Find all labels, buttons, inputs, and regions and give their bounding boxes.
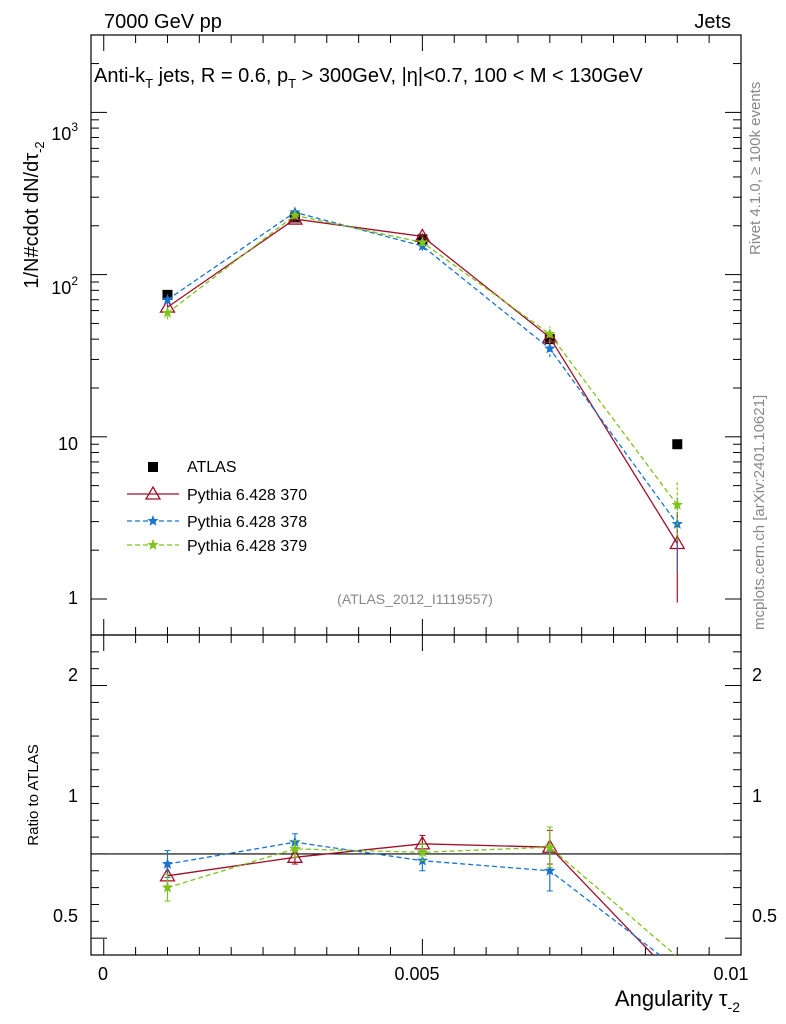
s379-marker	[671, 499, 683, 510]
header-energy-label: 7000 GeV pp	[104, 11, 222, 33]
s379-marker	[416, 846, 429, 858]
legend-label-379: Pythia 6.428 379	[187, 538, 307, 555]
header-jets-label: Jets	[694, 11, 731, 33]
legend-label-atlas: ATLAS	[187, 459, 237, 476]
ratio-y-tick-label-right: 1	[752, 786, 762, 806]
main-y-tick-label: 1	[68, 588, 78, 608]
data-marks	[91, 206, 741, 956]
s378-marker	[161, 858, 174, 869]
x-tick-labels: 0 0.005 0.01	[98, 964, 749, 984]
s379-marker	[544, 328, 556, 339]
s378-marker	[544, 342, 556, 354]
ratio-y-tick-label: 1	[68, 786, 78, 806]
s379-marker	[544, 841, 556, 853]
x-tick-label: 0.005	[394, 964, 439, 984]
main-y-tick-label: 103	[51, 120, 78, 144]
s379-marker	[416, 236, 429, 248]
s378-ratio-line	[167, 841, 661, 956]
x-tick-label: 0.01	[713, 964, 748, 984]
rivet-version-label: Rivet 4.1.0, ≥ 100k events	[747, 82, 764, 255]
s379-marker	[289, 842, 301, 854]
s379-marker	[161, 881, 174, 893]
ratio-y-tick-label: 2	[68, 665, 78, 685]
s370-ratio-line	[167, 843, 654, 956]
ratio-y-tick-label: 0.5	[53, 906, 78, 926]
s370-marker	[144, 485, 162, 500]
plot-title: Anti-kT jets, R = 0.6, pT > 300GeV, |η|<…	[94, 65, 643, 91]
s379-marker	[161, 307, 174, 318]
legend-label-370: Pythia 6.428 370	[187, 487, 307, 504]
ratio-y-tick-label-right: 0.5	[752, 906, 777, 926]
s378-main-line	[167, 211, 678, 525]
s370-marker	[286, 849, 304, 863]
axis-ticks	[91, 34, 742, 956]
s379-marker	[147, 539, 159, 550]
s379-main-line	[167, 214, 678, 506]
legend: ATLAS Pythia 6.428 370 Pythia 6.428 378 …	[127, 459, 307, 555]
atlas-data-marker	[672, 439, 683, 450]
ratio-y-tick-label-right: 2	[752, 665, 762, 685]
x-tick-label: 0	[98, 964, 108, 984]
atlas-data-marker	[148, 462, 158, 472]
ratio-y-tick-labels: 0.5 1 2 0.5 1 2	[53, 665, 777, 926]
mcplots-label: mcplots.cern.ch [arXiv:2401.10621]	[751, 395, 768, 630]
main-y-tick-label: 102	[51, 274, 78, 298]
ratio-plot-frame	[90, 634, 742, 956]
main-y-axis-label: 1/N#cdot dN/dτ-2	[21, 141, 47, 288]
main-y-tick-labels: 1 10 102 103	[51, 120, 78, 608]
legend-label-378: Pythia 6.428 378	[187, 514, 307, 531]
legend-symbols	[127, 462, 179, 550]
s378-marker	[161, 293, 174, 305]
x-axis-label: Angularity τ-2	[615, 986, 740, 1015]
s378-marker	[544, 864, 556, 876]
s378-marker	[147, 515, 159, 526]
main-y-tick-label: 10	[58, 434, 78, 454]
analysis-id-label: (ATLAS_2012_I1119557)	[337, 591, 493, 607]
ratio-y-axis-label: Ratio to ATLAS	[25, 744, 42, 845]
s379-marker	[289, 209, 301, 221]
